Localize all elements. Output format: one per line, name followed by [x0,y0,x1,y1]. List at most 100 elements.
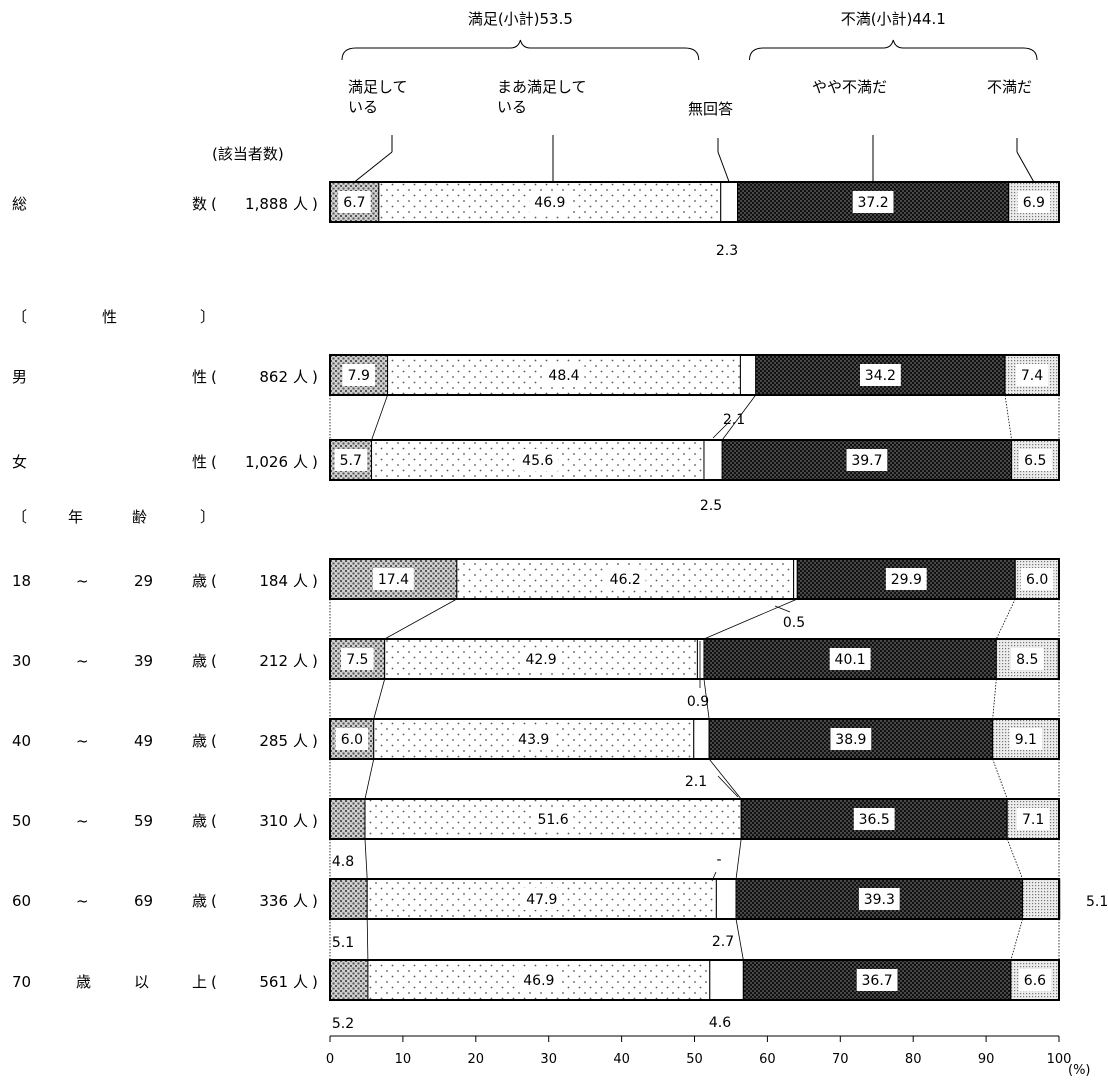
row-person-1: 人 [293,368,308,386]
connector-line [995,598,1016,640]
value-label-3-4: 6.0 [1026,572,1048,588]
value-label-8-4: 6.6 [1024,973,1046,989]
row-label-6: 50 [12,812,31,830]
bar-segment-0-2 [720,181,739,223]
row-paren-open-1: ( [211,368,217,386]
value-label-7-2: 2.7 [712,934,734,950]
x-axis-unit: (%) [1068,1063,1091,1078]
series-name-1: いる [497,98,527,116]
row-label-5: ~ [76,732,89,750]
connector-line [366,918,369,961]
row-paren-close-3: ) [312,572,318,590]
value-pointer-5-2 [717,775,739,798]
row-paren-open-0: ( [211,195,217,213]
x-tick-label-7: 70 [832,1052,849,1067]
value-label-3-1: 46.2 [610,572,641,588]
value-label-8-3: 36.7 [862,973,893,989]
bar-frame-4 [329,638,1060,680]
value-label-box-4-0 [341,648,374,670]
value-label-3-0: 17.4 [378,572,409,588]
x-tick-label-8: 80 [905,1052,922,1067]
value-label-box-1-1 [543,364,585,386]
row-person-0: 人 [293,195,308,213]
row-person-6: 人 [293,812,308,830]
x-tick-label-4: 40 [613,1052,630,1067]
bar-segment-4-2 [696,638,705,680]
value-label-8-2: 4.6 [709,1015,731,1031]
value-label-box-5-1 [513,728,555,750]
value-label-5-3: 38.9 [835,732,866,748]
row-paren-open-7: ( [211,892,217,910]
x-tick-label-3: 30 [540,1052,557,1067]
row-label-5: 49 [134,732,153,750]
connector-line [384,598,458,640]
value-label-box-1-4 [1015,364,1049,386]
row-label-2: 性 [192,453,207,471]
row-label-1: 性 [192,368,207,386]
row-label-2: 女 [12,453,27,471]
x-tick-label-5: 50 [686,1052,703,1067]
value-label-7-1: 47.9 [526,892,557,908]
row-paren-open-4: ( [211,652,217,670]
value-label-box-2-4 [1019,449,1052,471]
bar-segment-2-2 [703,439,723,481]
series-pointer-0 [354,151,393,183]
connector-line [708,758,742,800]
bar-frame-0 [329,181,1060,223]
x-tick-label-1: 10 [395,1052,412,1067]
row-label-8: 上 [192,973,207,991]
bar-segment-6-0 [329,798,366,840]
row-paren-close-0: ) [312,195,318,213]
value-label-2-4: 6.5 [1024,453,1046,469]
bar-frame-5 [329,718,1060,760]
bar-segment-7-0 [329,878,368,920]
bar-frame-1 [329,354,1060,396]
value-label-6-2: - [716,852,721,868]
value-pointer-1-2 [712,419,732,439]
group-brace-1 [749,39,1038,61]
bar-frame-7 [329,878,1060,920]
section-header-1: 〕 [200,508,215,526]
bar-frame-8 [329,959,1060,1001]
row-label-5: 歳 [192,732,207,750]
row-label-3: ~ [76,572,89,590]
value-label-box-0-1 [529,191,571,213]
row-count-4: 212 [259,652,288,670]
row-count-6: 310 [259,812,288,830]
row-paren-open-5: ( [211,732,217,750]
value-label-box-5-0 [335,728,369,750]
value-label-0-3: 37.2 [858,195,889,211]
value-label-4-3: 40.1 [835,652,866,668]
value-label-box-8-1 [518,969,560,991]
value-label-5-0: 6.0 [341,732,363,748]
value-label-1-2: 2.1 [723,412,745,428]
row-label-7: ~ [76,892,89,910]
row-label-6: 歳 [192,812,207,830]
value-label-box-5-3 [830,728,872,750]
value-label-box-7-1 [521,888,563,910]
value-label-box-8-3 [856,969,898,991]
series-name-1: まあ満足して [497,78,587,96]
section-header-1: 〔 [12,508,27,526]
value-label-box-3-0 [373,568,414,590]
row-person-4: 人 [293,652,308,670]
row-label-3: 18 [12,572,31,590]
connector-line [992,678,997,720]
value-pointer-6-2 [711,871,717,882]
connector-line [735,838,742,880]
row-person-5: 人 [293,732,308,750]
value-label-4-2: 0.9 [687,694,709,710]
connector-line [1004,394,1013,441]
value-label-box-6-4 [1016,808,1050,830]
value-label-box-2-3 [846,449,888,471]
row-label-4: 歳 [192,652,207,670]
row-paren-close-6: ) [312,812,318,830]
row-count-8: 561 [259,973,288,991]
row-label-1: 男 [12,368,27,386]
value-label-box-4-4 [1010,648,1044,670]
value-label-1-0: 7.9 [348,368,370,384]
connector-line [364,758,375,800]
value-label-7-3: 39.3 [864,892,895,908]
value-label-box-1-0 [342,364,376,386]
